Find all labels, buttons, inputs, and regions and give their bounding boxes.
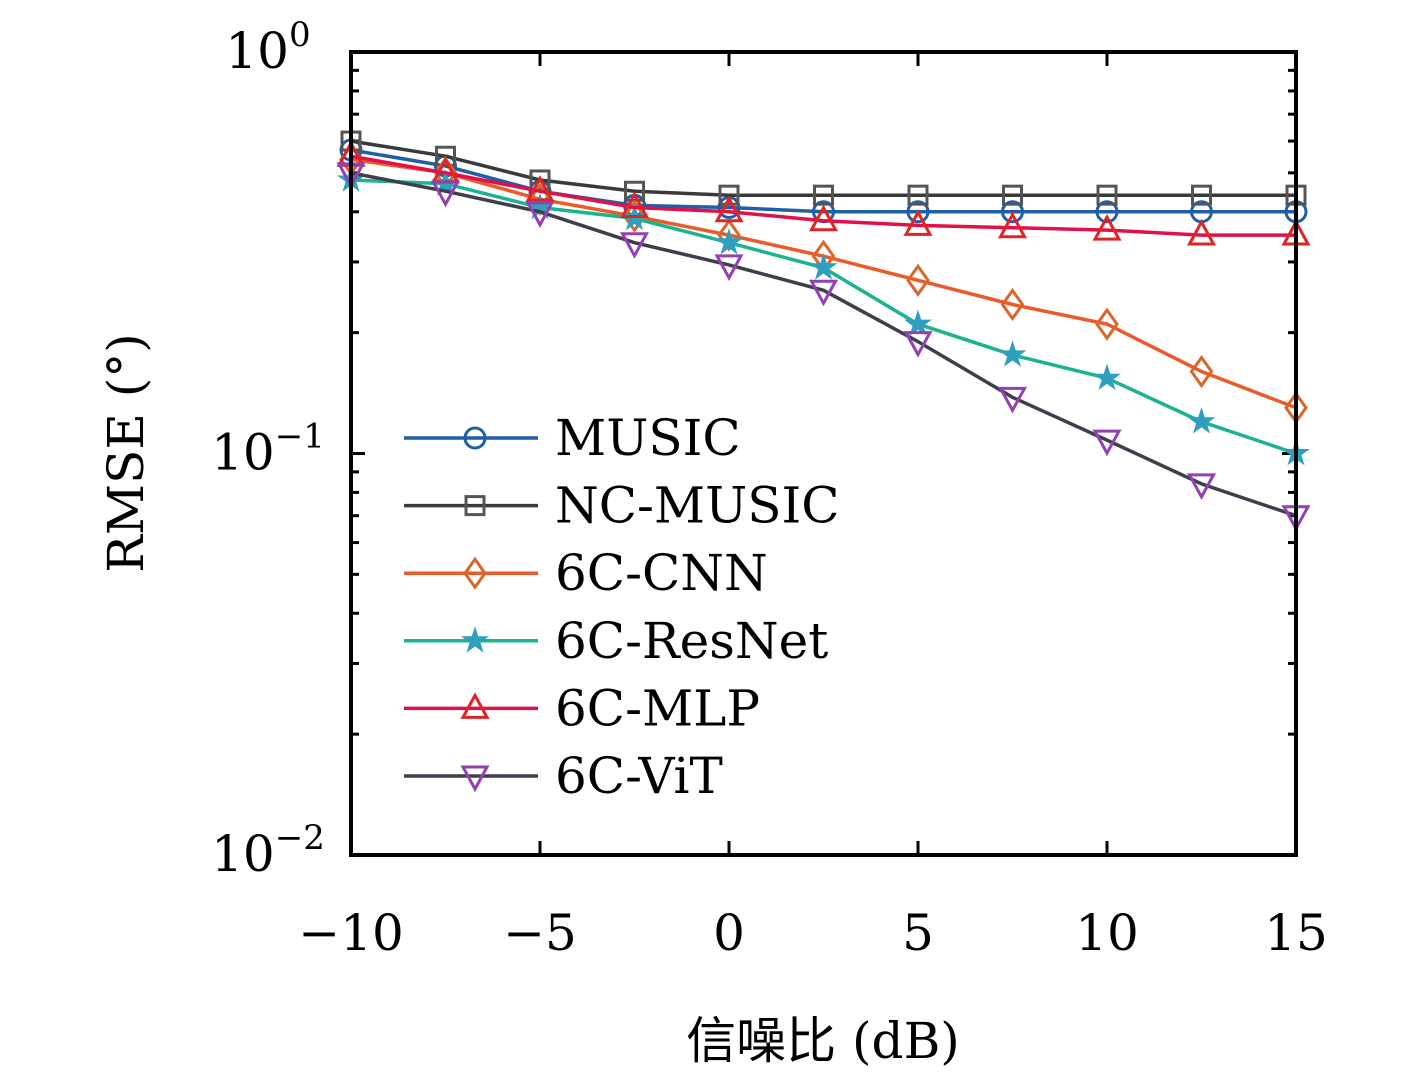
legend-marker-star: [461, 626, 489, 653]
data-point-triangle-down: [525, 201, 555, 228]
legend-marker-triangle-up: [460, 692, 490, 719]
data-point-triangle-up: [619, 191, 650, 218]
data-point-square: [435, 145, 456, 167]
y-axis-title: RMSE (°): [97, 333, 155, 573]
data-point-square: [907, 184, 929, 206]
legend-entry: 6C-ViT: [404, 747, 723, 805]
legend-marker-diamond: [463, 556, 487, 590]
data-point-square: [813, 184, 834, 206]
data-point-circle: [906, 200, 930, 224]
legend-marker-triangle-down: [460, 765, 490, 793]
legend-marker-circle: [463, 426, 487, 450]
y-tick-label: 100: [225, 15, 310, 80]
data-point-circle: [1095, 200, 1119, 224]
data-point-diamond: [717, 218, 741, 252]
x-tick-label: −10: [298, 904, 404, 962]
data-point-diamond: [1189, 354, 1214, 389]
data-point-triangle-down: [997, 386, 1028, 414]
data-point-triangle-up: [714, 195, 744, 223]
x-tick-label: 0: [713, 904, 745, 962]
data-point-triangle-down: [808, 279, 839, 307]
data-point-triangle-up: [1186, 218, 1217, 246]
x-tick-label: 15: [1264, 904, 1328, 962]
y-tick-label: 10−2: [211, 818, 325, 883]
data-point-diamond: [906, 263, 930, 297]
data-point-triangle-down: [1186, 473, 1217, 501]
legend-label: MUSIC: [555, 409, 741, 467]
legend-entry: 6C-ResNet: [404, 612, 828, 670]
legend-marker-square: [464, 495, 486, 517]
series-line: [350, 148, 1296, 214]
legend-entry: MUSIC: [404, 409, 741, 467]
data-point-star: [809, 253, 838, 280]
data-point-triangle-down: [903, 331, 933, 358]
data-point-triangle-up: [1092, 214, 1122, 241]
legend-label: NC-MUSIC: [555, 477, 840, 535]
data-point-star: [998, 340, 1027, 367]
legend-label: 6C-ViT: [555, 747, 723, 805]
data-point-triangle-down: [619, 232, 650, 259]
data-point-triangle-down: [1092, 429, 1122, 457]
x-axis-title: 信噪比 (dB): [686, 1012, 960, 1070]
data-point-diamond: [1095, 307, 1119, 341]
data-point-triangle-up: [997, 211, 1028, 239]
x-tick-label: 5: [902, 904, 934, 962]
data-point-square: [1191, 184, 1212, 206]
data-point-square: [1096, 184, 1118, 206]
legend: MUSIC NC-MUSIC 6C-CNN 6C-ResNet 6C-MLP 6C-ViT: [404, 409, 840, 805]
data-point-circle: [1001, 200, 1024, 224]
data-point-triangle-down: [714, 254, 744, 281]
data-point-star: [1093, 363, 1121, 390]
series-layer: [336, 130, 1311, 532]
legend-label: 6C-ResNet: [555, 612, 828, 670]
data-point-diamond: [622, 199, 647, 233]
x-tick-label: 10: [1075, 904, 1139, 962]
x-tick-label: −5: [503, 904, 577, 962]
data-point-square: [718, 184, 740, 206]
legend-label: 6C-MLP: [555, 679, 760, 737]
series-nc-music: [340, 130, 1307, 206]
series-line: [350, 154, 1296, 237]
data-point-star: [715, 228, 743, 255]
axes: −10 −5 0 5 10 15 100 10−1 10−2: [211, 15, 1328, 962]
data-point-star: [1187, 407, 1216, 434]
data-point-square: [529, 169, 551, 191]
legend-entry: 6C-MLP: [404, 679, 760, 737]
data-point-square: [1002, 184, 1023, 206]
series-6c-vit: [336, 162, 1311, 532]
plot-frame: [349, 50, 1298, 857]
data-point-triangle-up: [808, 204, 839, 232]
data-point-triangle-up: [525, 175, 555, 202]
series-line: [350, 171, 1297, 518]
data-point-triangle-up: [903, 209, 933, 236]
legend-entry: 6C-CNN: [404, 544, 768, 602]
data-point-triangle-down: [430, 180, 461, 208]
legend-label: 6C-CNN: [555, 544, 768, 602]
legend-entry: NC-MUSIC: [404, 477, 840, 535]
data-point-star: [904, 309, 932, 336]
series-line: [350, 139, 1296, 197]
y-tick-label: 10−1: [211, 417, 325, 482]
data-point-diamond: [1000, 287, 1025, 322]
series-6c-mlp: [336, 140, 1311, 246]
